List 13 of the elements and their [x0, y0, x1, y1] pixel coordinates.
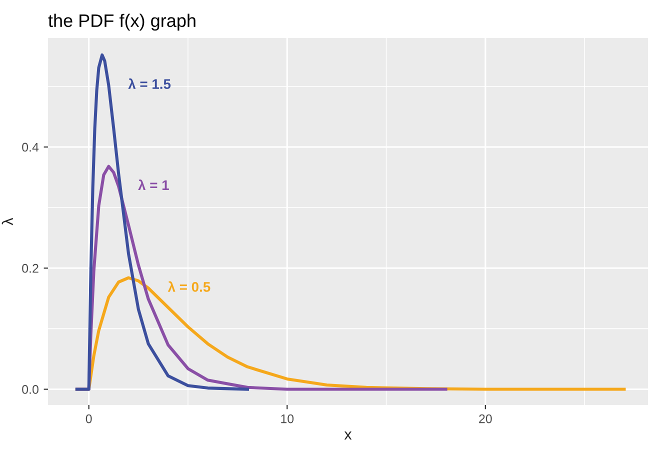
x-tick-label: 0	[86, 414, 92, 424]
y-axis-title: λ	[2, 218, 13, 226]
series-label: λ = 1	[138, 180, 169, 190]
y-tick-label: 0.4	[22, 142, 39, 152]
y-tick-label: 0.2	[22, 264, 38, 273]
chart-title: the PDF f(x) graph	[48, 14, 196, 31]
series-label: λ = 0.5	[168, 281, 210, 292]
x-tick-label: 10	[281, 414, 294, 424]
x-tick-label: 20	[479, 414, 492, 424]
line-series	[75, 53, 249, 391]
x-axis-title: x	[344, 431, 352, 440]
series-label: λ = 1.5	[128, 78, 171, 89]
y-tick-label: 0.0	[22, 385, 38, 394]
